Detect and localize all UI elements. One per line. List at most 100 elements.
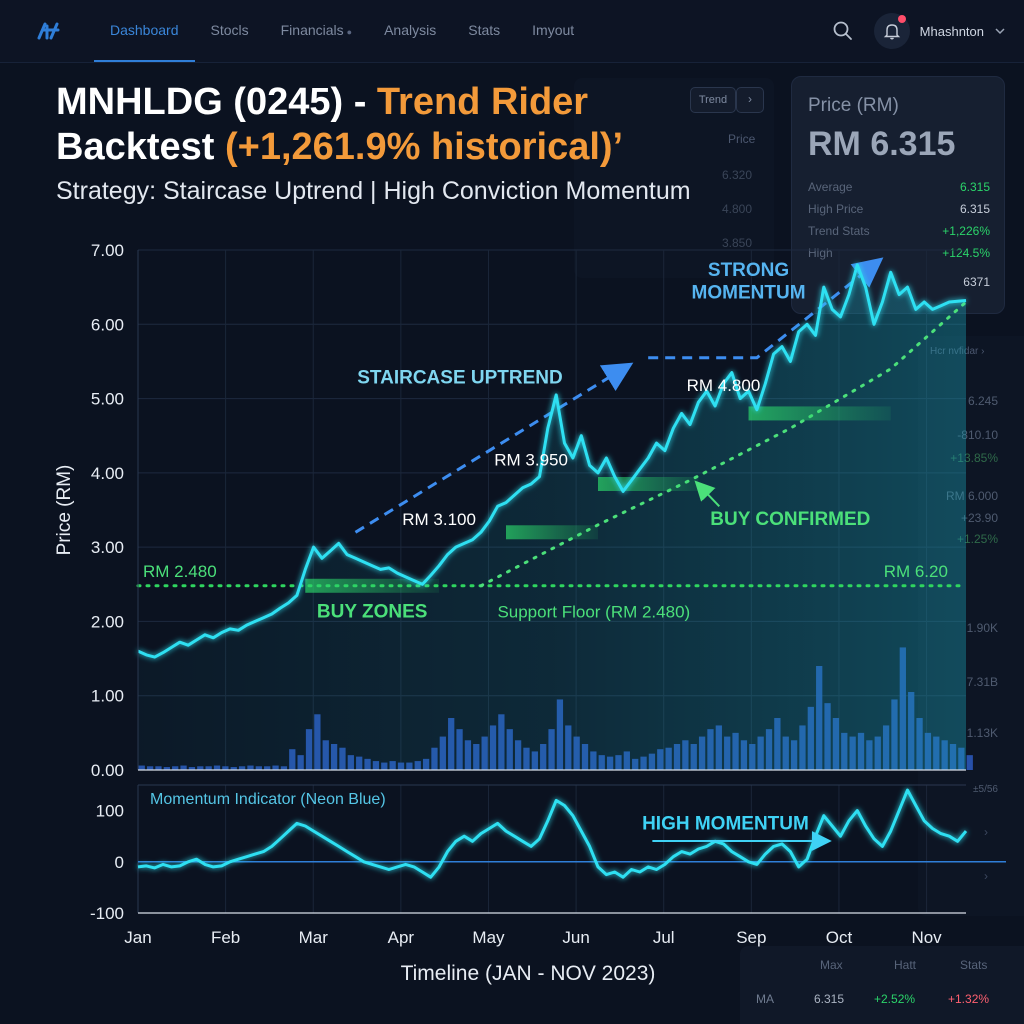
chevron-right-icon[interactable]: › <box>984 825 988 839</box>
nav-item-stats[interactable]: Stats <box>468 22 501 38</box>
price-row-trend-stats: Trend Stats +1,226% <box>808 224 990 238</box>
price-row-value: 6.315 <box>959 202 990 216</box>
chart-annotation: RM 6.20 <box>884 562 948 581</box>
nav-item-stocls[interactable]: Stocls <box>210 22 249 38</box>
side-panel-value: -810.10 <box>957 428 998 442</box>
price-row-value: 6371 <box>963 275 990 289</box>
nav-item-dashboard[interactable]: Dashboard <box>94 0 195 62</box>
notification-badge <box>897 15 906 23</box>
x-tick-label: Jan <box>124 928 151 947</box>
chart-annotation: STRONG <box>708 260 789 281</box>
momentum-annotation: HIGH MOMENTUM <box>642 814 809 835</box>
buy-confirmed-arrow <box>694 480 720 507</box>
x-tick-label: Mar <box>299 928 329 947</box>
price-area <box>138 264 966 770</box>
trend-arrow <box>354 362 634 534</box>
side-panel-value: 1.13K <box>966 726 998 740</box>
title-ticker: MNHLDG (0245) - <box>56 81 377 123</box>
mid-panel-header: Price <box>728 132 756 146</box>
y-tick-label: 7.00 <box>91 241 124 260</box>
y-tick-label: 6.00 <box>91 315 124 334</box>
buy-zone-bar <box>305 578 440 593</box>
y-tick-label: 3.00 <box>91 538 124 557</box>
chart-annotation: RM 2.480 <box>143 562 217 581</box>
chart-annotation: RM 3.950 <box>494 450 568 469</box>
price-row-label: Average <box>808 180 853 194</box>
price-line-group <box>137 263 967 659</box>
side-panel-value: +1.25% <box>956 532 998 546</box>
x-tick-label: May <box>472 928 505 947</box>
chart-annotation: Support Floor (RM 2.480) <box>497 603 690 622</box>
mid-panel-value: 3.850 <box>722 236 753 250</box>
title-return: (+1,261.9% historical)’ <box>224 126 624 168</box>
user-controls: Mhashnton <box>832 0 1006 62</box>
search-icon[interactable] <box>832 20 854 42</box>
chart-annotation: BUY ZONES <box>317 602 428 623</box>
trend-arrow <box>648 257 884 360</box>
y-tick-label: 2.00 <box>91 612 124 631</box>
buy-zone-bar <box>748 406 891 421</box>
nav-item-analysis[interactable]: Analysis <box>384 22 437 38</box>
price-row-value: 6.315 <box>959 180 990 194</box>
chart-overlays <box>136 257 968 593</box>
bottom-panel-row-label: MA <box>756 992 774 1006</box>
side-panel-value: 1.90K <box>966 621 998 635</box>
side-panel-value: 6.245 <box>967 394 998 408</box>
price-line <box>137 263 967 659</box>
price-row-label: Trend Stats <box>808 224 870 238</box>
momentum-line <box>137 788 968 879</box>
price-area-fill <box>138 264 966 770</box>
bottom-stats-panel <box>740 946 1024 1024</box>
side-panel-value: ±5/56 <box>973 784 998 795</box>
app-logo-icon[interactable] <box>36 18 62 44</box>
x-tick-label: Jun <box>562 928 589 947</box>
nav-item-financials-label: Financials <box>280 22 344 38</box>
bottom-panel-header: Hatt <box>894 958 917 972</box>
bottom-panel-value: 6.315 <box>814 992 845 1006</box>
info-dot-icon: ● <box>346 27 353 37</box>
chart-annotation: RM 4.800 <box>687 376 761 395</box>
bottom-panel-header: Max <box>820 958 843 972</box>
chart-annotation: RM 3.100 <box>402 510 476 529</box>
volume-bar <box>966 755 973 770</box>
momentum-title: Momentum Indicator (Neon Blue) <box>150 791 386 808</box>
title-backtest: Backtest <box>56 126 225 168</box>
chevron-right-icon[interactable]: › <box>984 869 988 883</box>
momentum-y-tick-label: 100 <box>96 802 124 821</box>
x-tick-label: Nov <box>911 928 942 947</box>
price-row-high-price: High Price 6.315 <box>808 202 990 216</box>
x-tick-label: Oct <box>826 928 853 947</box>
y-tick-label: 5.00 <box>91 390 124 409</box>
nav-item-financials[interactable]: Financials ● <box>265 0 368 60</box>
trend-filter-chip[interactable]: Trend <box>690 87 736 113</box>
nav-menu: Dashboard Stocls Financials ● Analysis St… <box>94 0 590 62</box>
momentum-chart: 100 0 -100 Momentum Indicator (Neon Blue) HI… <box>90 784 1006 923</box>
price-row-value: +1,226% <box>942 224 990 238</box>
x-tick-label: Sep <box>736 928 766 947</box>
momentum-y-tick-label: -100 <box>90 904 124 923</box>
trend-next-button[interactable]: › <box>736 87 764 113</box>
price-panel: Price (RM) RM 6.315 Average 6.315 High P… <box>791 76 1005 314</box>
price-row-label: High Price <box>808 202 864 216</box>
user-name[interactable]: Mhashnton <box>919 23 984 39</box>
price-panel-value: RM 6.315 <box>808 125 956 163</box>
page-title: MNHLDG (0245) - Trend Rider Backtest (+1… <box>56 80 756 170</box>
y-axis-label: Price (RM) <box>54 465 75 556</box>
chevron-down-icon[interactable] <box>994 25 1006 37</box>
chart-annotation: MOMENTUM <box>692 282 806 303</box>
x-tick-label: Apr <box>388 928 415 947</box>
notifications-button[interactable] <box>873 13 910 49</box>
title-strategy-name: Trend Rider <box>376 81 589 123</box>
mid-panel-value: 4.800 <box>722 202 753 216</box>
y-tick-label: 1.00 <box>91 687 124 706</box>
bottom-panel-value: +1.32% <box>948 992 990 1006</box>
chevron-right-icon: › <box>981 346 985 357</box>
chart-annotation: STAIRCASE UPTREND <box>357 368 563 389</box>
nav-item-imyout[interactable]: Imyout <box>532 22 575 38</box>
x-axis-label: Timeline (JAN - NOV 2023) <box>401 962 656 985</box>
buy-zone-bar <box>506 525 598 540</box>
price-row-average: Average 6.315 <box>808 180 990 194</box>
price-panel-title: Price (RM) <box>808 95 899 116</box>
